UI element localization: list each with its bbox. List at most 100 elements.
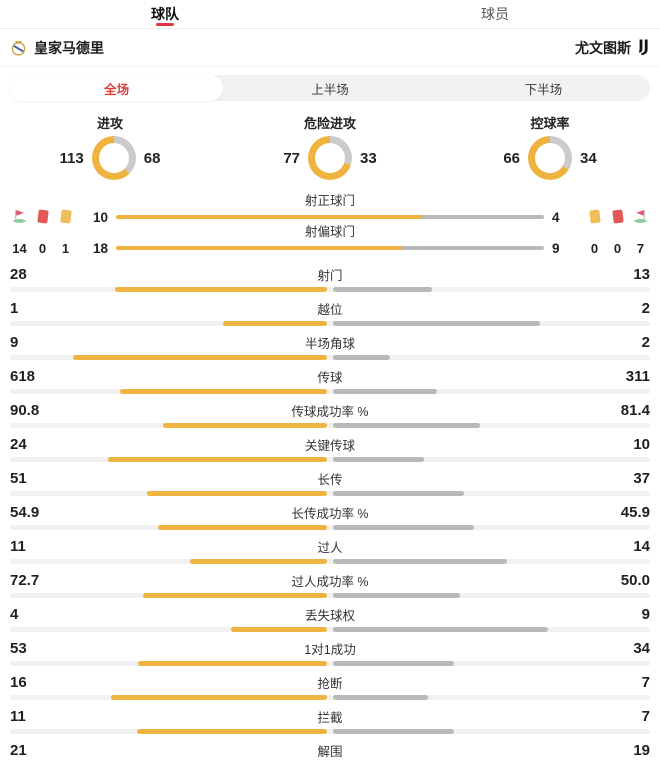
home-bar-fill <box>190 559 327 564</box>
home-bar-fill <box>231 627 327 632</box>
top-tab-bar: 球队 球员 <box>0 0 660 29</box>
stat-bar <box>10 287 650 292</box>
away-value: 19 <box>633 741 650 759</box>
away-bar-fill <box>421 215 544 219</box>
away-bar-fill <box>401 246 544 250</box>
home-value: 4 <box>10 605 19 623</box>
home-value: 90.8 <box>10 401 40 419</box>
tab-team[interactable]: 球队 <box>0 0 330 28</box>
away-value: 2 <box>641 333 650 351</box>
donut-stats-section: 进攻 113 68 危险进攻 77 33 控球率 66 34 <box>0 113 660 181</box>
stat-label: 丢失球权 <box>304 608 355 623</box>
real-madrid-crest-icon <box>11 41 26 56</box>
stat-row: 51 长传 37 <box>0 463 660 497</box>
stat-row: 24 关键传球 10 <box>0 429 660 463</box>
home-value: 53 <box>10 639 27 657</box>
stat-row: 11 拦截 7 <box>0 701 660 735</box>
away-bar-fill <box>333 559 507 564</box>
donut-ring <box>91 136 136 180</box>
period-segmented-control: 全场 上半场 下半场 <box>10 75 650 101</box>
away-bar-fill <box>333 593 460 598</box>
stat-label: 传球 <box>317 370 343 385</box>
donut-stat: 控球率 66 34 <box>440 113 660 181</box>
stat-label: 解围 <box>317 744 343 759</box>
stat-label: 半场角球 <box>304 336 355 351</box>
segment-first-half[interactable]: 上半场 <box>223 75 436 101</box>
away-bar-fill <box>333 491 464 496</box>
home-discipline: 14 0 1 <box>10 194 82 257</box>
segment-full-match[interactable]: 全场 <box>10 75 224 101</box>
stat-row: 4 丢失球权 9 <box>0 599 660 633</box>
home-value: 11 <box>10 707 26 725</box>
segment-full-label: 全场 <box>104 82 130 97</box>
corner-flag-icon <box>12 209 27 223</box>
away-bar-fill <box>333 321 541 326</box>
stat-label: 传球成功率 % <box>291 404 369 419</box>
away-value: 34 <box>633 639 650 657</box>
home-value: 618 <box>10 367 36 385</box>
stat-bar <box>10 457 650 462</box>
away-value: 9 <box>641 605 650 623</box>
home-value: 72.7 <box>10 571 40 589</box>
donut-away-value: 68 <box>143 149 161 167</box>
away-value: 45.9 <box>620 503 650 521</box>
home-bar-fill <box>163 423 327 428</box>
stat-row: 21 解围 19 <box>0 735 660 762</box>
home-value: 18 <box>92 240 108 256</box>
donut-stat-label: 进攻 <box>96 116 123 131</box>
home-value: 28 <box>10 265 27 283</box>
tab-player[interactable]: 球员 <box>330 0 660 28</box>
active-tab-underline <box>156 23 174 26</box>
shots-bar-row: 射正球门 10 4 <box>88 194 572 225</box>
stat-bar <box>10 355 650 360</box>
away-corners-count: 7 <box>636 241 645 256</box>
home-value: 16 <box>10 673 27 691</box>
stat-bar <box>10 627 650 632</box>
shots-bars: 射正球门 10 4 射偏球门 18 9 <box>88 194 572 257</box>
home-team-name: 皇家马德里 <box>34 39 104 56</box>
away-team: 尤文图斯 <box>575 38 650 58</box>
stat-label: 射偏球门 <box>304 225 355 239</box>
away-bar-fill <box>333 423 480 428</box>
red-card-icon <box>611 209 624 224</box>
donut-stat: 进攻 113 68 <box>0 113 220 181</box>
juventus-logo-icon <box>639 39 648 56</box>
away-value: 4 <box>552 209 560 225</box>
away-value: 7 <box>641 673 650 691</box>
home-value: 10 <box>92 209 108 225</box>
away-yellow-cards-count: 0 <box>590 241 599 256</box>
stat-bar <box>10 695 650 700</box>
stat-row: 9 半场角球 2 <box>0 327 660 361</box>
red-card-icon <box>36 209 49 224</box>
home-value: 21 <box>10 741 27 759</box>
away-value: 9 <box>552 240 560 256</box>
stat-label: 长传 <box>317 472 343 487</box>
shots-and-discipline-section: 14 0 1 射正球门 10 4 射偏球门 18 9 <box>0 194 660 257</box>
away-value: 7 <box>641 707 650 725</box>
away-bar-fill <box>333 627 549 632</box>
stat-label: 过人 <box>317 540 343 555</box>
stat-label: 1对1成功 <box>304 642 356 657</box>
home-corners-count: 14 <box>12 241 27 256</box>
away-value: 14 <box>633 537 650 555</box>
donut-home-value: 113 <box>59 149 84 167</box>
stat-row: 28 射门 13 <box>0 259 660 293</box>
stat-row: 11 过人 14 <box>0 531 660 565</box>
away-value: 13 <box>633 265 650 283</box>
donut-away-value: 33 <box>360 149 377 167</box>
donut-away-value: 34 <box>580 149 597 167</box>
stat-label: 长传成功率 % <box>291 506 369 521</box>
home-team: 皇家马德里 <box>10 38 104 58</box>
home-bar-fill <box>116 215 422 219</box>
donut-ring <box>308 136 352 180</box>
donut-hole <box>535 143 565 173</box>
home-value: 51 <box>10 469 27 487</box>
segment-second-half[interactable]: 下半场 <box>437 75 650 101</box>
stat-bar <box>10 729 650 734</box>
away-bar-fill <box>333 729 454 734</box>
home-bar-fill <box>72 355 327 360</box>
tab-team-label: 球队 <box>151 6 179 22</box>
home-bar-fill <box>120 389 327 394</box>
stat-row: 54.9 长传成功率 % 45.9 <box>0 497 660 531</box>
stat-row: 16 抢断 7 <box>0 667 660 701</box>
